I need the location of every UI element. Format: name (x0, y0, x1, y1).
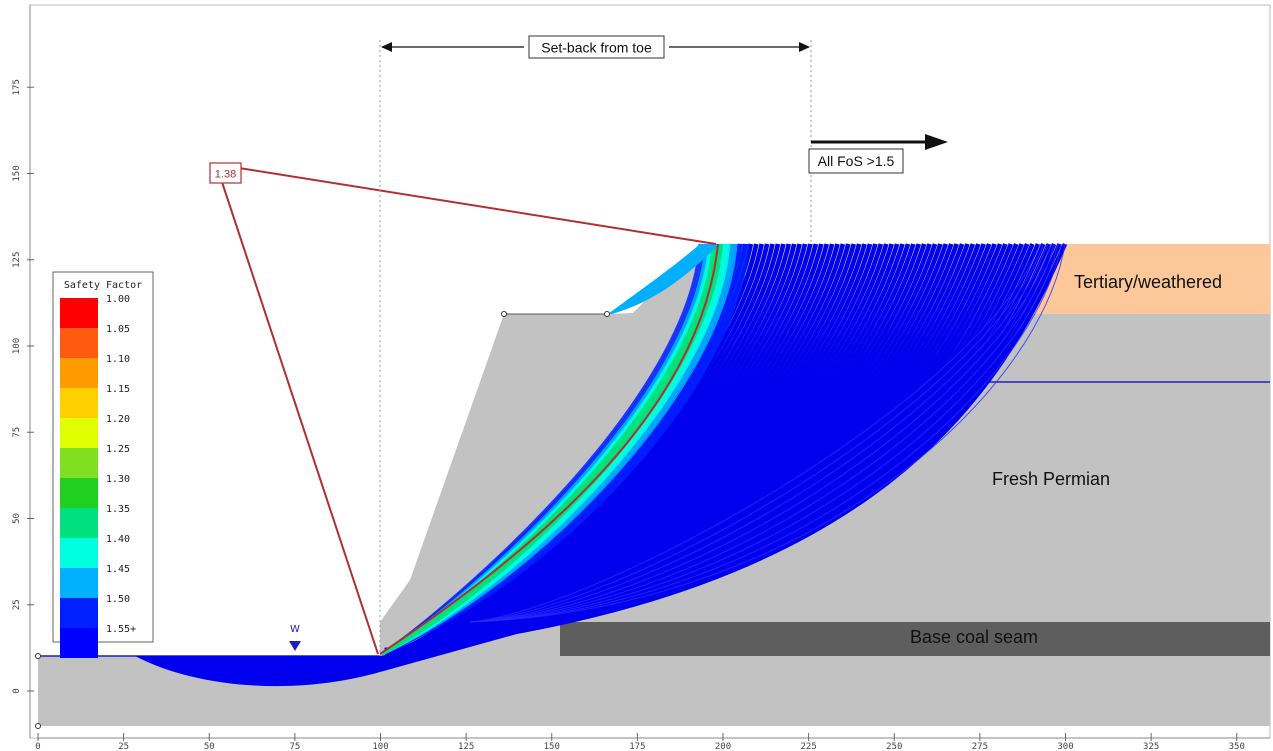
region-tertiary-label: Tertiary/weathered (1074, 272, 1222, 292)
legend-swatch (60, 358, 98, 388)
x-tick-label: 75 (289, 742, 300, 751)
legend-swatch (60, 418, 98, 448)
x-tick-label: 25 (118, 742, 129, 751)
x-tick-label: 175 (629, 742, 645, 751)
slip-surface (381, 243, 750, 656)
legend-swatch (60, 538, 98, 568)
tertiary-layer (1025, 244, 1270, 314)
safety-factor-legend: Safety Factor 1.00 1.05 1.10 1.15 1.20 1.25 1.… (52, 271, 154, 658)
slip-surface (469, 243, 1062, 623)
slip-surface (381, 243, 738, 656)
legend-swatch (60, 448, 98, 478)
legend-label: 1.05 (106, 324, 130, 335)
y-tick-label: 125 (12, 252, 22, 268)
x-tick-label: 225 (800, 742, 816, 751)
bench-vertex-right (604, 311, 610, 317)
fos-label-box (808, 148, 904, 174)
region-permian-label: Fresh Permian (992, 469, 1110, 489)
legend-swatch (60, 598, 98, 628)
water-marker-label: W (290, 624, 300, 635)
x-tick-label: 350 (1229, 742, 1245, 751)
region-coal-label: Base coal seam (910, 627, 1038, 647)
all-fos-annotation: All FoS >1.5 (808, 134, 948, 174)
slip-surface (469, 243, 1055, 623)
legend-swatch (60, 478, 98, 508)
bench-slip-zone (608, 244, 720, 314)
floor-vertex-left (35, 653, 41, 659)
legend-label: 1.25 (106, 444, 130, 455)
setback-annotation: Set-back from toe (379, 35, 812, 656)
x-tick-label: 125 (458, 742, 474, 751)
fos-arrowhead (925, 134, 948, 150)
y-tick-label: 175 (12, 79, 22, 95)
legend-label: 1.20 (106, 414, 130, 425)
legend-swatch (60, 508, 98, 538)
legend-title: Safety Factor (64, 280, 142, 291)
floor-vertex-bottom (35, 723, 41, 729)
legend-swatch (60, 628, 98, 658)
legend-label: 1.00 (106, 294, 130, 305)
fos-value: 1.38 (215, 169, 236, 181)
legend-label: 1.35 (106, 504, 130, 515)
floor-slip-zone (135, 622, 560, 687)
slip-surface (469, 243, 1045, 623)
arrowhead-left (381, 42, 392, 52)
legend-swatch (60, 298, 98, 328)
x-tick-label: 325 (1143, 742, 1159, 751)
legend-label: 1.50 (106, 594, 130, 605)
x-tick-label: 250 (886, 742, 902, 751)
axes: 0 25 50 75 100 125 150 175 200 225 250 275 300 325 350… (12, 5, 1270, 751)
y-tick-label: 150 (12, 165, 22, 181)
y-tick-label: 50 (12, 513, 22, 524)
critical-slip-surface (379, 243, 719, 655)
x-tick-label: 150 (544, 742, 560, 751)
x-tick-label: 275 (972, 742, 988, 751)
y-tick-label: 0 (12, 688, 22, 693)
water-marker-icon (289, 641, 301, 651)
fos-label: All FoS >1.5 (818, 153, 895, 169)
setback-label: Set-back from toe (541, 40, 652, 56)
coal-seam-band (560, 622, 1270, 656)
legend-label: 1.30 (106, 474, 130, 485)
y-tick-label: 75 (12, 427, 22, 438)
legend-swatch (60, 328, 98, 358)
center-line-toe (218, 172, 379, 655)
fos-value-box (209, 162, 242, 184)
legend-label: 1.10 (106, 354, 130, 365)
slip-surface (469, 243, 1059, 623)
slip-surface (469, 243, 1052, 623)
x-tick-label: 300 (1057, 742, 1073, 751)
setback-label-box (528, 35, 665, 59)
legend-swatch (60, 388, 98, 418)
x-tick-label: 50 (204, 742, 215, 751)
x-tick-label: 200 (715, 742, 731, 751)
legend-label: 1.45 (106, 564, 130, 575)
x-tick-label: 0 (35, 742, 40, 751)
slip-surface (469, 243, 1048, 623)
y-tick-label: 100 (12, 338, 22, 354)
y-tick-label: 25 (12, 599, 22, 610)
arrowhead-right (799, 42, 810, 52)
slip-surface (381, 243, 731, 656)
slip-surface (469, 243, 1066, 623)
legend-label: 1.55+ (106, 624, 136, 635)
center-line-crest (238, 167, 717, 245)
legend-label: 1.40 (106, 534, 130, 545)
slip-surface (384, 243, 1068, 653)
bench-vertex-left (501, 311, 507, 317)
slip-surface (469, 243, 1041, 623)
x-tick-label: 100 (372, 742, 388, 751)
legend-swatch (60, 568, 98, 598)
legend-label: 1.15 (106, 384, 130, 395)
water-table-marker: W (289, 624, 301, 651)
slip-center: 1.38 (209, 162, 717, 655)
